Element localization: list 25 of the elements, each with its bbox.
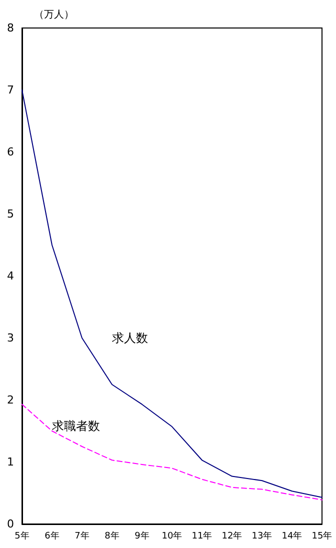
x-tick-label: 11年 [192, 530, 212, 542]
y-tick-label: 5 [7, 208, 14, 220]
y-axis-title: （万人） [34, 10, 74, 20]
y-tick-label: 8 [7, 22, 14, 34]
x-tick-label: 14年 [282, 530, 302, 542]
x-tick-label: 15年 [312, 530, 332, 542]
x-tick-label: 10年 [162, 530, 182, 542]
series-label: 求職者数 [52, 419, 100, 434]
y-tick-label: 2 [7, 394, 14, 406]
x-tick-label: 5年 [14, 530, 30, 542]
y-tick-label: 4 [7, 270, 14, 282]
x-tick-label: 8年 [104, 530, 120, 542]
y-tick-label: 1 [7, 456, 14, 468]
x-tick-label: 9年 [134, 530, 150, 542]
y-tick-label: 6 [7, 146, 14, 158]
x-tick-label: 12年 [222, 530, 242, 542]
x-tick-label: 7年 [74, 530, 90, 542]
line-series [22, 90, 322, 498]
line-series [22, 404, 322, 500]
x-tick-label: 13年 [252, 530, 272, 542]
x-tick-label: 6年 [44, 530, 60, 542]
y-tick-label: 3 [7, 332, 14, 344]
y-tick-label: 7 [7, 84, 14, 96]
series-label: 求人数 [112, 331, 148, 345]
y-tick-label: 0 [7, 518, 14, 530]
